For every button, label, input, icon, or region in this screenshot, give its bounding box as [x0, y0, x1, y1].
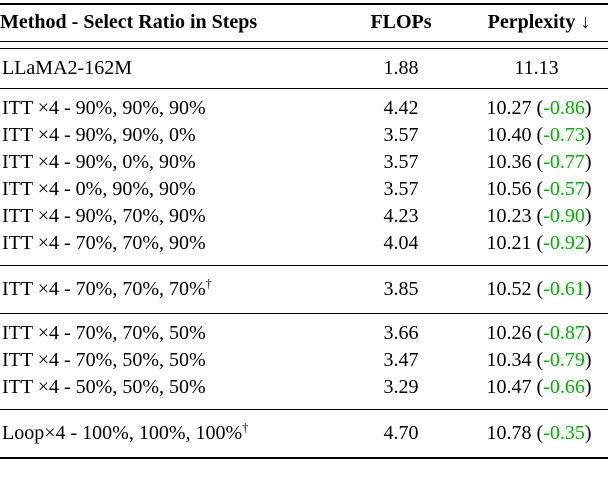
perplexity-value: 10.40	[486, 124, 532, 146]
dagger-mark: †	[242, 420, 249, 435]
table-row: ITT ×4 - 70%, 50%, 50% 3.47 10.34 (-0.79)	[0, 347, 608, 374]
delta-value: -0.73	[543, 124, 585, 146]
column-header-flops: FLOPs	[332, 4, 470, 42]
delta-close-paren: )	[584, 232, 592, 254]
delta-value: -0.90	[543, 205, 585, 227]
delta-value: -0.57	[543, 178, 585, 200]
method-label: ITT ×4 - 70%, 70%, 50%	[2, 322, 206, 344]
perplexity-value: 10.34	[486, 349, 532, 371]
flops-value: 3.29	[383, 376, 419, 398]
perplexity-value: 10.52	[486, 278, 532, 300]
perplexity-value: 10.36	[486, 151, 532, 173]
perplexity-value: 10.47	[486, 376, 532, 398]
perplexity-value: 10.56	[486, 178, 532, 200]
method-label: Loop×4 - 100%, 100%, 100%	[2, 422, 243, 444]
dagger-mark: †	[205, 276, 212, 291]
delta-close-paren: )	[584, 376, 592, 398]
section-loop: Loop×4 - 100%, 100%, 100%† 4.70 10.78 (-0…	[0, 410, 608, 459]
method-label: ITT ×4 - 70%, 70%, 90%	[2, 232, 206, 254]
delta-open-paren: (	[536, 349, 544, 371]
table-row: Loop×4 - 100%, 100%, 100%† 4.70 10.78 (-0…	[0, 410, 608, 459]
method-label: LLaMA2-162M	[2, 57, 132, 79]
delta-value: -0.66	[543, 376, 585, 398]
method-label: ITT ×4 - 90%, 90%, 0%	[2, 124, 196, 146]
delta-close-paren: )	[584, 151, 592, 173]
perplexity-value: 10.23	[486, 205, 532, 227]
header-double-rule-spacer	[0, 41, 608, 49]
delta-close-paren: )	[584, 178, 592, 200]
header-row: Method - Select Ratio in Steps FLOPs Per…	[0, 4, 608, 42]
delta-open-paren: (	[536, 278, 544, 300]
method-label: ITT ×4 - 90%, 70%, 90%	[2, 205, 206, 227]
delta-close-paren: )	[584, 205, 592, 227]
table-row: ITT ×4 - 90%, 70%, 90% 4.23 10.23 (-0.90)	[0, 203, 608, 230]
flops-value: 3.57	[383, 178, 419, 200]
perplexity-value: 10.21	[486, 232, 532, 254]
flops-value: 4.70	[383, 422, 419, 444]
delta-open-paren: (	[536, 232, 544, 254]
delta-close-paren: )	[584, 278, 592, 300]
section-baseline: LLaMA2-162M 1.88 11.13	[0, 49, 608, 89]
delta-value: -0.77	[543, 151, 585, 173]
table-row: LLaMA2-162M 1.88 11.13	[0, 49, 608, 89]
table-row: ITT ×4 - 90%, 0%, 90% 3.57 10.36 (-0.77)	[0, 149, 608, 176]
flops-value: 4.42	[383, 97, 419, 119]
delta-value: -0.86	[543, 97, 585, 119]
section-itt-70-dagger: ITT ×4 - 70%, 70%, 70%† 3.85 10.52 (-0.61…	[0, 266, 608, 314]
delta-value: -0.79	[543, 349, 585, 371]
flops-value: 4.04	[383, 232, 419, 254]
method-label: ITT ×4 - 0%, 90%, 90%	[2, 178, 196, 200]
table-row: ITT ×4 - 0%, 90%, 90% 3.57 10.56 (-0.57)	[0, 176, 608, 203]
table-row: ITT ×4 - 70%, 70%, 50% 3.66 10.26 (-0.87)	[0, 314, 608, 348]
perplexity-value: 10.78	[486, 422, 532, 444]
table-row: ITT ×4 - 50%, 50%, 50% 3.29 10.47 (-0.66)	[0, 374, 608, 410]
delta-open-paren: (	[536, 376, 544, 398]
delta-close-paren: )	[584, 97, 592, 119]
table-row: ITT ×4 - 90%, 90%, 0% 3.57 10.40 (-0.73)	[0, 122, 608, 149]
method-label: ITT ×4 - 70%, 70%, 70%	[2, 278, 206, 300]
perplexity-value: 11.13	[514, 57, 559, 79]
perplexity-value: 10.26	[486, 322, 532, 344]
results-table: Method - Select Ratio in Steps FLOPs Per…	[0, 3, 608, 459]
delta-open-paren: (	[536, 124, 544, 146]
method-label: ITT ×4 - 50%, 50%, 50%	[2, 376, 206, 398]
delta-close-paren: )	[584, 349, 592, 371]
delta-value: -0.61	[543, 278, 585, 300]
method-label: ITT ×4 - 90%, 90%, 90%	[2, 97, 206, 119]
table-row: ITT ×4 - 90%, 90%, 90% 4.42 10.27 (-0.86)	[0, 89, 608, 123]
table-row: ITT ×4 - 70%, 70%, 70%† 3.85 10.52 (-0.61…	[0, 266, 608, 314]
flops-value: 3.57	[383, 151, 419, 173]
delta-value: -0.92	[543, 232, 585, 254]
flops-value: 3.57	[383, 124, 419, 146]
delta-close-paren: )	[584, 322, 592, 344]
table-row: ITT ×4 - 70%, 70%, 90% 4.04 10.21 (-0.92)	[0, 230, 608, 266]
delta-value: -0.35	[543, 422, 585, 444]
delta-open-paren: (	[536, 151, 544, 173]
delta-open-paren: (	[536, 97, 544, 119]
delta-close-paren: )	[584, 422, 592, 444]
column-header-method: Method - Select Ratio in Steps	[0, 4, 332, 42]
table-header: Method - Select Ratio in Steps FLOPs Per…	[0, 4, 608, 49]
method-label: ITT ×4 - 70%, 50%, 50%	[2, 349, 206, 371]
delta-open-paren: (	[536, 422, 544, 444]
column-header-perplexity: Perplexity ↓	[470, 4, 608, 42]
delta-close-paren: )	[584, 124, 592, 146]
method-label: ITT ×4 - 90%, 0%, 90%	[2, 151, 196, 173]
section-itt-90: ITT ×4 - 90%, 90%, 90% 4.42 10.27 (-0.86)…	[0, 89, 608, 266]
section-itt-50: ITT ×4 - 70%, 70%, 50% 3.66 10.26 (-0.87)…	[0, 314, 608, 410]
flops-value: 3.85	[383, 278, 419, 300]
delta-open-paren: (	[536, 178, 544, 200]
delta-value: -0.87	[543, 322, 585, 344]
flops-value: 3.66	[383, 322, 419, 344]
flops-value: 1.88	[383, 57, 419, 79]
perplexity-value: 10.27	[486, 97, 532, 119]
delta-open-paren: (	[536, 322, 544, 344]
flops-value: 4.23	[383, 205, 419, 227]
flops-value: 3.47	[383, 349, 419, 371]
delta-open-paren: (	[536, 205, 544, 227]
